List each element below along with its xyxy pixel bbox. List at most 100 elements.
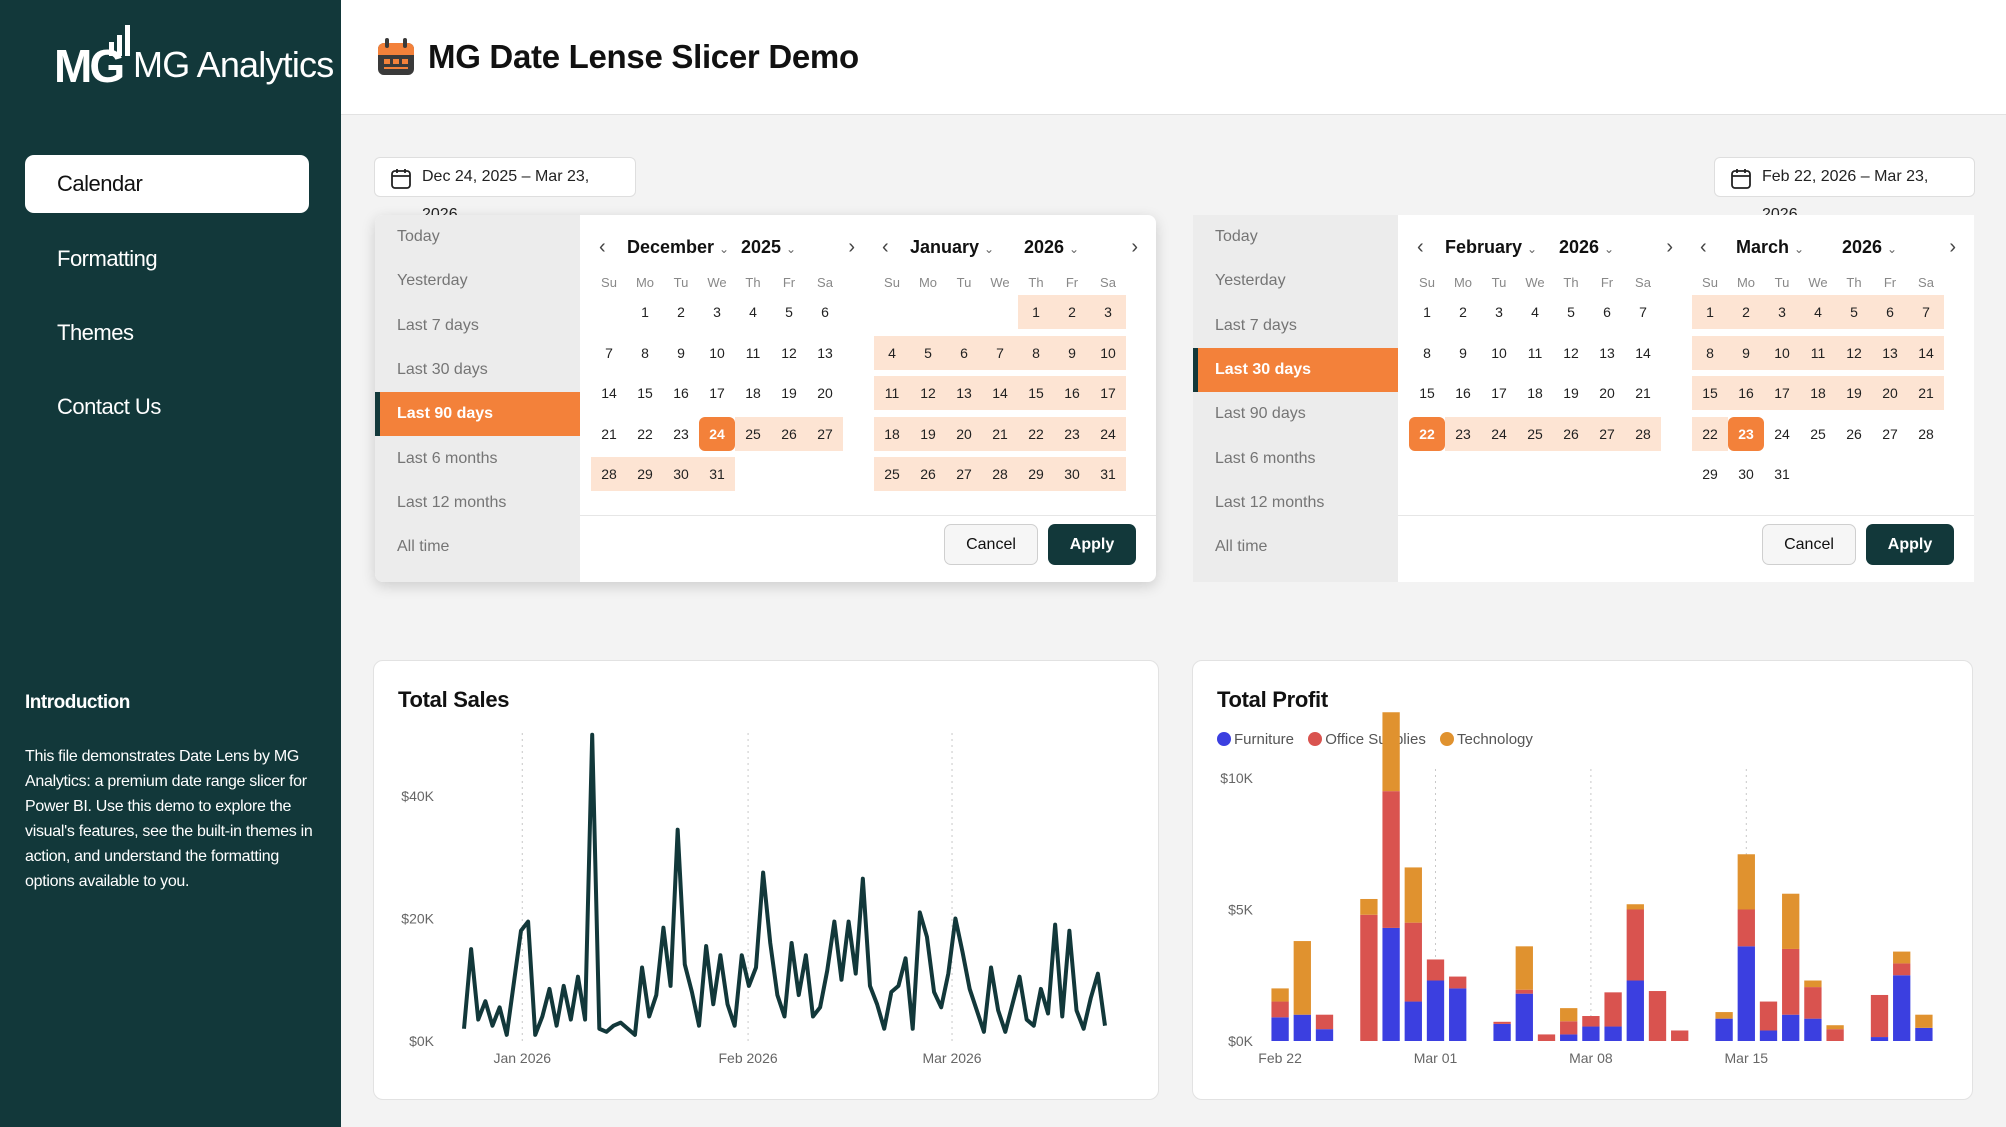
calendar-day[interactable]: 19	[781, 385, 797, 401]
preset-item[interactable]: Last 6 months	[1215, 449, 1316, 467]
calendar-day[interactable]: 23	[1445, 416, 1481, 451]
calendar-day[interactable]: 24	[1774, 425, 1790, 442]
calendar-day[interactable]: 17	[709, 385, 725, 401]
date-range-input-1[interactable]: Dec 24, 2025 – Mar 23, 2026	[374, 157, 636, 223]
preset-item[interactable]: Last 30 days	[1193, 347, 1398, 392]
calendar-day[interactable]: 18	[1800, 376, 1836, 410]
preset-item[interactable]: Yesterday	[397, 272, 468, 290]
calendar-day[interactable]: 12	[1563, 344, 1579, 361]
preset-item[interactable]: Yesterday	[1215, 272, 1286, 290]
prev-month-icon[interactable]: ‹	[599, 236, 606, 258]
date-range-input-2[interactable]: Feb 22, 2026 – Mar 23, 2026	[1714, 157, 1975, 223]
calendar-day[interactable]: 22	[637, 425, 653, 442]
month-select[interactable]: March ⌄	[1736, 237, 1805, 257]
calendar-day[interactable]: 14	[1908, 335, 1944, 370]
calendar-day[interactable]: 6	[946, 335, 982, 370]
calendar-day[interactable]: 15	[1692, 376, 1728, 410]
calendar-day[interactable]: 25	[1810, 425, 1826, 442]
calendar-day[interactable]: 15	[637, 385, 653, 401]
nav-formatting[interactable]: Formatting	[57, 246, 158, 271]
calendar-day[interactable]: 15	[1018, 376, 1054, 410]
calendar-day[interactable]: 12	[910, 376, 946, 410]
preset-item[interactable]: Today	[397, 228, 440, 245]
calendar-day[interactable]: 27	[946, 457, 982, 491]
calendar-day[interactable]: 27	[807, 416, 843, 451]
calendar-day[interactable]: 8	[1018, 335, 1054, 370]
prev-month-icon[interactable]: ‹	[1417, 236, 1424, 258]
calendar-day[interactable]: 3	[1764, 295, 1800, 329]
calendar-day[interactable]: 9	[1459, 344, 1467, 361]
cancel-button[interactable]: Cancel	[944, 524, 1038, 565]
preset-item[interactable]: Last 7 days	[1215, 316, 1297, 334]
calendar-day[interactable]: 5	[1567, 304, 1575, 320]
calendar-day[interactable]: 1	[1692, 295, 1728, 329]
calendar-day[interactable]: 25	[735, 416, 771, 451]
calendar-day[interactable]: 2	[1728, 295, 1764, 329]
calendar-day[interactable]: 13	[1872, 335, 1908, 370]
calendar-day[interactable]: 21	[982, 416, 1018, 451]
calendar-day[interactable]: 26	[910, 457, 946, 491]
calendar-day[interactable]: 7	[1908, 295, 1944, 329]
calendar-day[interactable]: 2	[677, 304, 685, 320]
year-select[interactable]: 2026 ⌄	[1842, 237, 1898, 257]
calendar-day[interactable]: 18	[874, 416, 910, 451]
calendar-day[interactable]: 28	[1625, 416, 1661, 451]
calendar-day[interactable]: 16	[1455, 385, 1471, 401]
calendar-day[interactable]: 11	[745, 344, 761, 361]
calendar-day[interactable]: 5	[910, 335, 946, 370]
month-select[interactable]: February ⌄	[1445, 237, 1538, 257]
calendar-day[interactable]: 2	[1054, 295, 1090, 329]
calendar-day[interactable]: 3	[1090, 295, 1126, 329]
calendar-day[interactable]: 1	[641, 304, 649, 320]
calendar-day[interactable]: 12	[1836, 335, 1872, 370]
calendar-day[interactable]: 24	[699, 416, 735, 451]
calendar-day[interactable]: 31	[1090, 457, 1126, 491]
calendar-day[interactable]: 4	[749, 304, 757, 320]
next-month-icon[interactable]: ›	[1949, 236, 1956, 258]
next-month-icon[interactable]: ›	[1666, 236, 1673, 258]
calendar-day[interactable]: 26	[771, 416, 807, 451]
calendar-day[interactable]: 3	[713, 304, 721, 320]
calendar-day[interactable]: 25	[874, 457, 910, 491]
preset-item[interactable]: Last 90 days	[375, 392, 580, 437]
calendar-day[interactable]: 13	[946, 376, 982, 410]
preset-item[interactable]: All time	[1215, 538, 1268, 556]
calendar-day[interactable]: 1	[1423, 304, 1431, 320]
calendar-day[interactable]: 26	[1846, 425, 1862, 442]
calendar-day[interactable]: 4	[874, 335, 910, 370]
calendar-day[interactable]: 24	[1481, 416, 1517, 451]
calendar-day[interactable]: 14	[982, 376, 1018, 410]
calendar-day[interactable]: 28	[982, 457, 1018, 491]
calendar-day[interactable]: 10	[1090, 335, 1126, 370]
calendar-day[interactable]: 17	[1491, 385, 1507, 401]
calendar-day[interactable]: 23	[1054, 416, 1090, 451]
preset-item[interactable]: Last 7 days	[397, 316, 479, 334]
preset-item[interactable]: Last 12 months	[397, 493, 507, 511]
calendar-day[interactable]: 21	[1908, 376, 1944, 410]
calendar-day[interactable]: 1	[1018, 295, 1054, 329]
year-select[interactable]: 2026 ⌄	[1024, 237, 1080, 257]
prev-month-icon[interactable]: ‹	[1700, 236, 1707, 258]
month-select[interactable]: December ⌄	[627, 237, 730, 257]
prev-month-icon[interactable]: ‹	[882, 236, 889, 258]
calendar-day[interactable]: 28	[591, 457, 627, 491]
nav-contact-us[interactable]: Contact Us	[57, 394, 161, 419]
calendar-day[interactable]: 24	[1090, 416, 1126, 451]
calendar-day[interactable]: 8	[641, 344, 649, 361]
legend-item-office-supplies[interactable]: Office Supplies	[1308, 731, 1426, 748]
calendar-day[interactable]: 13	[817, 344, 833, 361]
calendar-day[interactable]: 14	[601, 385, 617, 401]
calendar-day[interactable]: 23	[1728, 416, 1764, 451]
calendar-day[interactable]: 30	[663, 457, 699, 491]
calendar-day[interactable]: 21	[1635, 385, 1651, 401]
apply-button[interactable]: Apply	[1866, 524, 1954, 565]
calendar-day[interactable]: 28	[1918, 425, 1934, 442]
calendar-day[interactable]: 29	[1702, 466, 1718, 482]
calendar-day[interactable]: 8	[1692, 335, 1728, 370]
cancel-button[interactable]: Cancel	[1762, 524, 1856, 565]
month-select[interactable]: January ⌄	[910, 237, 995, 257]
calendar-day[interactable]: 20	[946, 416, 982, 451]
calendar-day[interactable]: 6	[1603, 304, 1611, 320]
calendar-day[interactable]: 23	[673, 425, 689, 442]
legend-item-technology[interactable]: Technology	[1440, 731, 1533, 748]
